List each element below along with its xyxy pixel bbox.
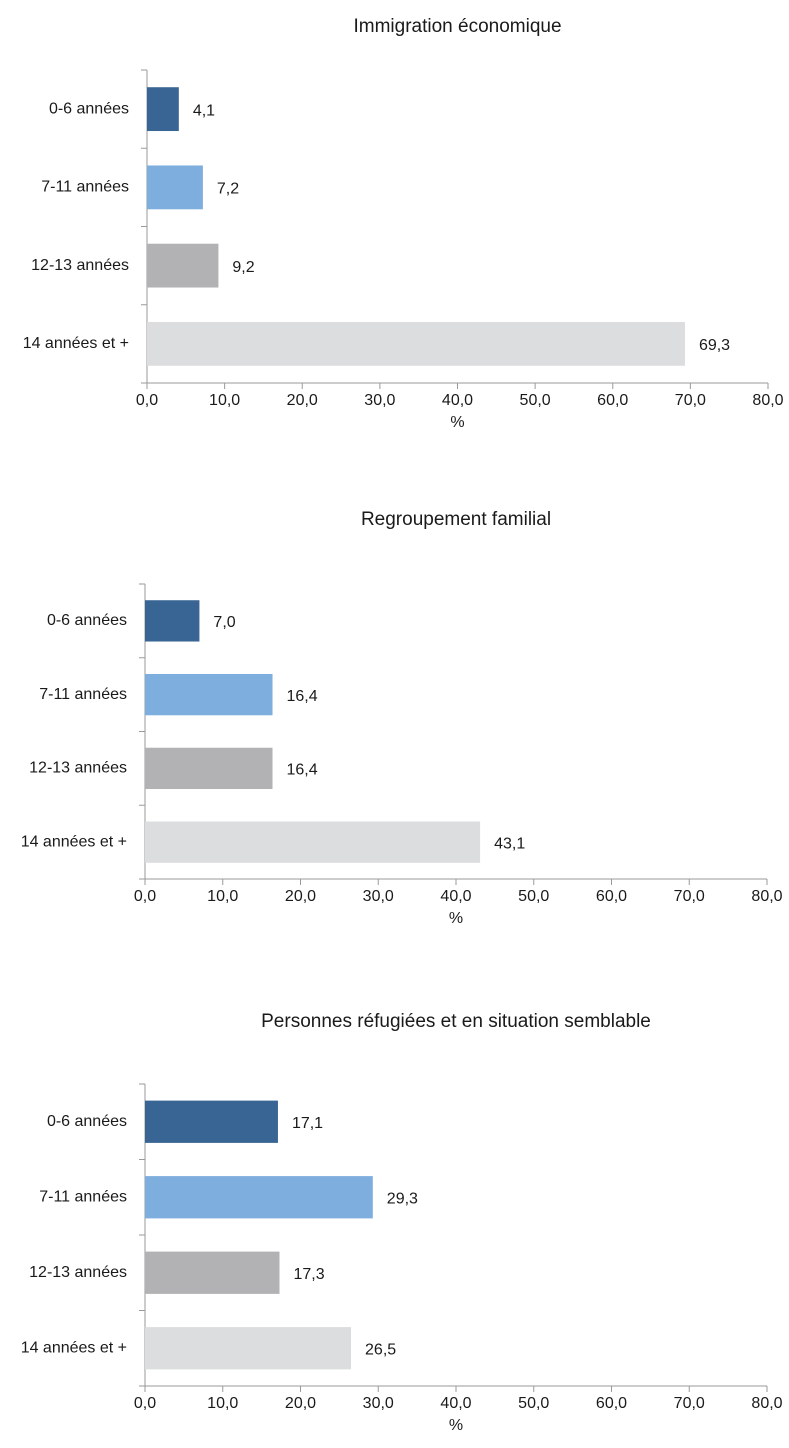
bar (145, 600, 200, 642)
x-tick-label: 60,0 (596, 1395, 627, 1412)
bar (145, 821, 481, 863)
chart-title: Immigration économique (353, 16, 561, 37)
bar (145, 1251, 280, 1294)
x-axis-label: % (449, 1417, 463, 1434)
data-label: 16,4 (287, 688, 318, 705)
chart-panel-1: Immigration économique 0,0 10,0 20,0 30,0 40,… (23, 16, 784, 431)
x-tick-label: 10,0 (209, 392, 240, 409)
category-label: 0-6 années (49, 100, 129, 117)
category-label: 0-6 années (47, 612, 127, 629)
x-axis-label: % (450, 414, 464, 431)
bar (147, 321, 685, 366)
x-tick-label: 80,0 (751, 1395, 782, 1412)
category-label: 7-11 années (41, 179, 129, 196)
data-label: 7,2 (217, 181, 239, 198)
x-tick-label: 50,0 (520, 392, 551, 409)
x-tick-label: 40,0 (440, 1395, 471, 1412)
chart-title: Personnes réfugiées et en situation semb… (261, 1011, 651, 1032)
bar (145, 1327, 352, 1370)
chart-panel-2: Regroupement familial 0,0 10,0 20,0 30,0 40,0… (21, 509, 783, 927)
x-tick-label: 60,0 (596, 888, 627, 905)
x-tick-label: 70,0 (674, 888, 705, 905)
category-label: 14 années et + (21, 1339, 127, 1356)
category-label: 12-13 années (29, 1264, 127, 1281)
x-tick-label: 40,0 (440, 888, 471, 905)
category-label: 7-11 années (39, 686, 127, 703)
x-tick-label: 0,0 (134, 1395, 156, 1412)
bar (145, 1100, 278, 1143)
data-label: 17,3 (294, 1266, 325, 1283)
data-label: 43,1 (494, 835, 525, 852)
x-tick-label: 30,0 (363, 1395, 394, 1412)
data-label: 7,0 (213, 614, 235, 631)
x-tick-label: 40,0 (442, 392, 473, 409)
data-label: 16,4 (287, 762, 318, 779)
x-tick-label: 0,0 (136, 392, 158, 409)
bar (147, 87, 179, 132)
x-tick-label: 20,0 (285, 888, 316, 905)
x-tick-label: 50,0 (518, 888, 549, 905)
chart-panel-3: Personnes réfugiées et en situation semb… (21, 1011, 783, 1434)
x-axis-label: % (449, 910, 463, 927)
category-label: 12-13 années (31, 257, 129, 274)
x-tick-label: 50,0 (518, 1395, 549, 1412)
chart-title: Regroupement familial (361, 509, 551, 530)
x-tick-label: 0,0 (134, 888, 156, 905)
category-label: 7-11 années (39, 1188, 127, 1205)
data-label: 26,5 (365, 1341, 396, 1358)
x-tick-label: 30,0 (364, 392, 395, 409)
x-tick-label: 10,0 (207, 1395, 238, 1412)
x-tick-label: 10,0 (207, 888, 238, 905)
bar (147, 165, 203, 210)
x-tick-label: 30,0 (363, 888, 394, 905)
x-tick-label: 20,0 (285, 1395, 316, 1412)
data-label: 29,3 (387, 1190, 418, 1207)
category-label: 0-6 années (47, 1113, 127, 1130)
x-tick-label: 60,0 (597, 392, 628, 409)
data-label: 9,2 (232, 259, 254, 276)
bar (145, 673, 273, 716)
x-tick-label: 70,0 (675, 392, 706, 409)
data-label: 17,1 (292, 1115, 323, 1132)
x-tick-label: 80,0 (752, 392, 783, 409)
category-label: 12-13 années (29, 760, 127, 777)
category-label: 14 années et + (21, 833, 127, 850)
category-label: 14 années et + (23, 335, 129, 352)
bar (145, 1176, 373, 1219)
bar (145, 747, 273, 790)
x-tick-label: 70,0 (674, 1395, 705, 1412)
bar (147, 243, 219, 288)
x-tick-label: 80,0 (751, 888, 782, 905)
x-tick-label: 20,0 (287, 392, 318, 409)
data-label: 69,3 (699, 337, 730, 354)
data-label: 4,1 (193, 102, 215, 119)
